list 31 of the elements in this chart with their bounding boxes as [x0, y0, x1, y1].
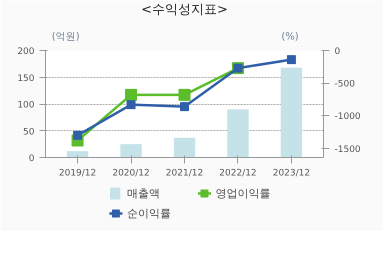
y2-tick-label: -1000 — [334, 112, 361, 122]
y-tick-label: 50 — [23, 127, 35, 138]
x-tick-label: 2021/12 — [166, 168, 204, 178]
point — [125, 88, 138, 101]
y-tick-label: 100 — [17, 100, 35, 110]
chart-title: <수익성지표> — [141, 2, 228, 18]
point — [73, 130, 82, 140]
y2-axis-title: (%) — [281, 32, 299, 42]
legend-label: 순이익률 — [126, 207, 171, 220]
y2-tick-label: -1500 — [334, 144, 361, 155]
bar — [227, 109, 249, 158]
y2-tick-label: 0 — [334, 47, 340, 57]
point — [286, 55, 296, 64]
y-tick-label: 0 — [28, 154, 35, 164]
bar — [120, 144, 142, 158]
legend-label: 매출액 — [126, 187, 160, 200]
x-tick-label: 2020/12 — [112, 168, 150, 178]
x-tick-label: 2019/12 — [58, 168, 96, 178]
y2-tick-label: -500 — [334, 80, 356, 90]
y-axis-title: (억원) — [52, 32, 80, 42]
bar — [280, 68, 302, 158]
bar — [174, 138, 196, 158]
x-tick-label: 2023/12 — [272, 168, 310, 178]
y-tick-label: 200 — [17, 47, 35, 57]
bar — [66, 151, 88, 158]
point — [178, 88, 190, 101]
x-tick-label: 2022/12 — [219, 168, 257, 178]
legend-label: 영업이익률 — [215, 187, 270, 200]
point — [180, 102, 189, 112]
y-tick-label: 150 — [17, 74, 35, 84]
point — [126, 100, 136, 110]
